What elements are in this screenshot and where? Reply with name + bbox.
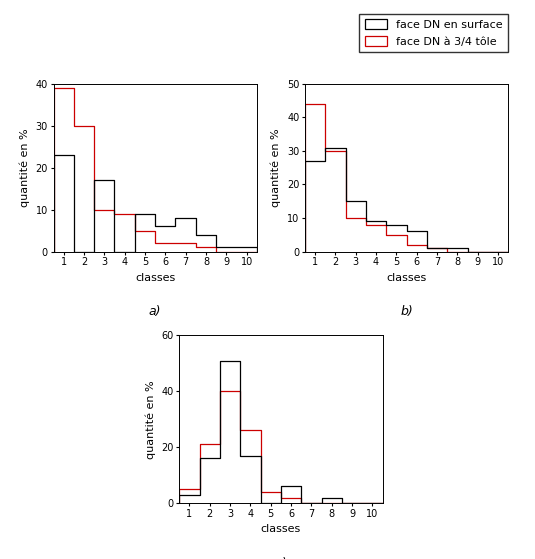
Y-axis label: quantité en %: quantité en % [19, 129, 30, 207]
Y-axis label: quantité en %: quantité en % [271, 129, 281, 207]
Text: a): a) [149, 305, 162, 318]
Text: b): b) [400, 305, 413, 318]
Text: c): c) [275, 557, 287, 559]
Legend: face DN en surface, face DN à 3/4 tôle: face DN en surface, face DN à 3/4 tôle [359, 14, 508, 52]
X-axis label: classes: classes [135, 273, 175, 283]
X-axis label: classes: classes [261, 524, 301, 534]
Y-axis label: quantité en %: quantité en % [145, 380, 156, 458]
X-axis label: classes: classes [386, 273, 427, 283]
